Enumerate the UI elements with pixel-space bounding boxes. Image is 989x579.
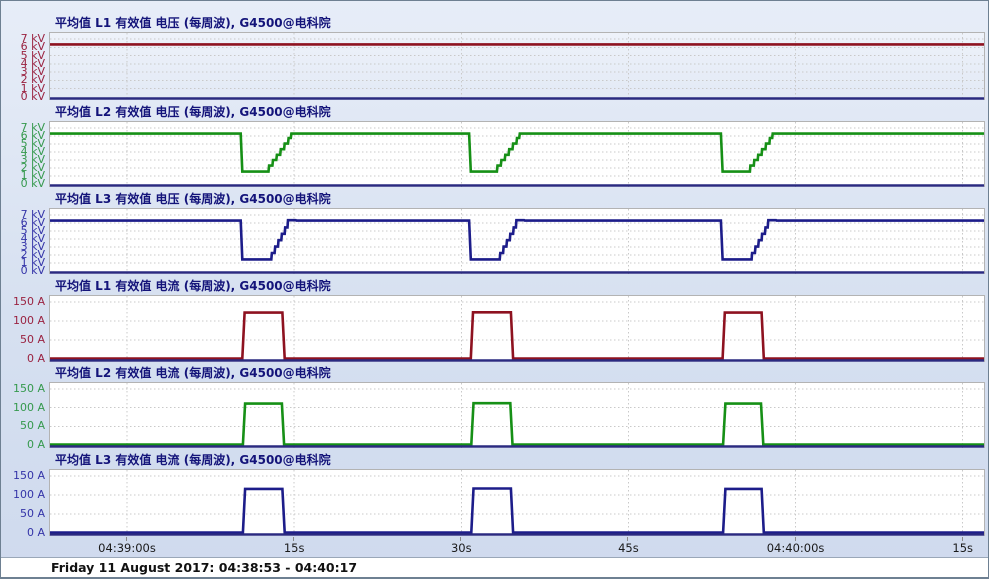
y-tick-l2-voltage-1: 1 kV <box>20 169 45 182</box>
y-tick-l2-current-50: 50 A <box>19 419 45 433</box>
chart-line-l2-voltage <box>50 132 984 173</box>
chart-title-l2-voltage: 平均值 L2 有效值 电压 (每周波), G4500@电科院 <box>55 105 331 119</box>
y-tick-l1-current-150: 150 A <box>12 295 45 308</box>
y-tick-l2-current-150: 150 A <box>12 382 45 395</box>
y-tick-l3-current-50: 50 A <box>19 507 45 520</box>
y-tick-l1-voltage-2: 2 kV <box>20 73 45 87</box>
chart-title-l1-current: 平均值 L1 有效值 电流 (每周波), G4500@电科院 <box>55 279 331 293</box>
plot-l3-current[interactable] <box>49 469 985 536</box>
y-tick-l2-current-0: 0 A <box>26 438 45 451</box>
y-tick-l2-current-100: 100 A <box>12 400 45 414</box>
x-tick-label: 45s <box>618 541 639 555</box>
x-tick-mark <box>961 537 963 541</box>
x-tick-label: 04:40:00s <box>766 541 825 555</box>
x-tick-mark <box>126 537 127 541</box>
y-tick-l3-current-0: 0 A <box>26 526 45 539</box>
y-tick-l1-current-100: 100 A <box>12 314 45 327</box>
chart-line-l3-current <box>50 487 984 534</box>
x-tick-label: 30s <box>450 541 472 555</box>
y-tick-l1-current-0: 0 A <box>26 352 45 365</box>
chart-title-l1-voltage: 平均值 L1 有效值 电压 (每周波), G4500@电科院 <box>55 16 331 30</box>
chart-line-l1-current <box>50 310 984 360</box>
x-tick-mark <box>794 537 796 541</box>
y-tick-l1-voltage-5: 5 kV <box>20 48 45 62</box>
y-tick-l3-voltage-6: 6 kV <box>20 216 45 229</box>
y-tick-l3-current-100: 100 A <box>12 488 45 501</box>
y-tick-l3-voltage-2: 2 kV <box>20 248 45 261</box>
chart-line-l2-current <box>50 401 984 446</box>
y-tick-l2-voltage-4: 4 kV <box>20 145 45 158</box>
y-tick-l3-voltage-1: 1 kV <box>20 256 45 269</box>
time-range-label: Friday 11 August 2017: 04:38:53 - 04:40:… <box>51 560 358 575</box>
x-tick-mark <box>293 537 295 541</box>
x-tick-label: 04:39:00s <box>98 541 156 555</box>
x-tick-label: 15s <box>283 541 305 555</box>
x-tick-mark <box>460 537 462 541</box>
chart-line-l3-voltage <box>50 218 984 261</box>
y-tick-l3-voltage-4: 4 kV <box>20 232 45 245</box>
x-tick-mark <box>627 537 629 541</box>
plot-l2-voltage[interactable] <box>49 121 985 187</box>
y-tick-l1-voltage-0: 0 kV <box>20 90 45 103</box>
x-axis: 04:39:00s 15s 30s 45s 04:40:00s 15s <box>1 537 988 557</box>
plot-l2-current[interactable] <box>49 382 985 448</box>
status-bar: Friday 11 August 2017: 04:38:53 - 04:40:… <box>1 557 988 577</box>
chart-title-l3-current: 平均值 L3 有效值 电流 (每周波), G4500@电科院 <box>55 453 331 467</box>
plot-l3-voltage[interactable] <box>49 208 985 274</box>
y-tick-l3-voltage-0: 0 kV <box>20 264 45 277</box>
y-tick-l1-voltage-4: 4 kV <box>20 56 45 70</box>
y-tick-l3-voltage-3: 3 kV <box>20 240 45 253</box>
y-tick-l2-voltage-0: 0 kV <box>20 177 45 190</box>
chart-title-l3-voltage: 平均值 L3 有效值 电压 (每周波), G4500@电科院 <box>55 192 331 206</box>
y-tick-l3-voltage-5: 5 kV <box>20 224 45 237</box>
y-tick-l1-voltage-7: 7 kV <box>20 32 45 45</box>
y-tick-l2-voltage-6: 6 kV <box>20 129 45 142</box>
y-tick-l1-voltage-3: 3 kV <box>20 65 45 79</box>
y-tick-l2-voltage-7: 7 kV <box>20 121 45 134</box>
y-tick-l2-voltage-2: 2 kV <box>20 161 45 174</box>
plot-l1-current[interactable] <box>49 295 985 362</box>
y-tick-l1-voltage-6: 6 kV <box>20 40 45 54</box>
plot-l1-voltage[interactable] <box>49 32 985 100</box>
y-tick-l3-voltage-7: 7 kV <box>20 208 45 221</box>
y-tick-l1-voltage-1: 1 kV <box>20 81 45 95</box>
y-tick-l3-current-150: 150 A <box>12 469 45 482</box>
y-tick-l2-voltage-3: 3 kV <box>20 153 45 166</box>
y-tick-l1-current-50: 50 A <box>19 333 45 346</box>
x-tick-label: 15s <box>952 541 974 555</box>
y-tick-l2-voltage-5: 5 kV <box>20 137 45 150</box>
chart-title-l2-current: 平均值 L2 有效值 电流 (每周波), G4500@电科院 <box>55 366 331 380</box>
